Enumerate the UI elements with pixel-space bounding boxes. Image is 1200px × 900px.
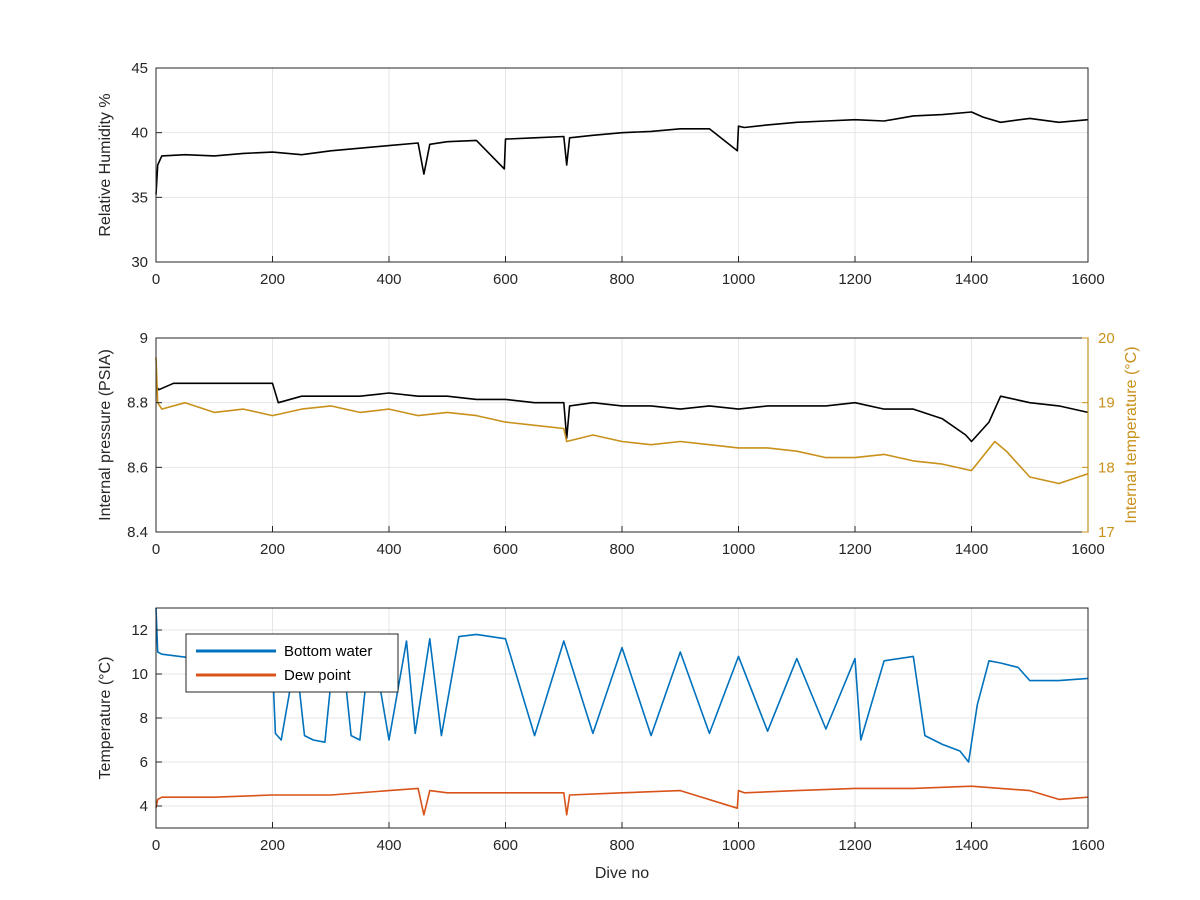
x-tick-label: 1600 [1071, 541, 1104, 558]
legend-label-bottom-water: Bottom water [284, 643, 372, 660]
x-tick-label: 1400 [955, 541, 988, 558]
temperature-y-ticks: 4 6 8 10 12 [131, 622, 162, 815]
x-tick-label: 1000 [722, 271, 755, 288]
legend-box [185, 633, 399, 693]
x-tick-label: 1200 [838, 837, 871, 854]
x-tick-label: 400 [376, 271, 401, 288]
x-tick-label: 400 [376, 837, 401, 854]
pressure-series [155, 357, 1089, 485]
panel-temperature: 0 200 400 600 800 1000 1200 1400 1600 4 6 8 10 12 Te… [97, 607, 1105, 882]
temperature-series [155, 607, 1089, 816]
y-tick-label: 12 [131, 622, 148, 639]
y2-tick-label: 17 [1098, 524, 1115, 541]
y-tick-label: 4 [140, 798, 148, 815]
y-tick-label: 8.4 [127, 524, 148, 541]
temperature-x-ticks: 0 200 400 600 800 1000 1200 1400 1600 [152, 822, 1105, 854]
x-tick-label: 600 [493, 271, 518, 288]
x-tick-label: 1400 [955, 837, 988, 854]
x-tick-label: 1600 [1071, 271, 1104, 288]
y-tick-label: 8 [140, 710, 148, 727]
series-1-line [155, 357, 1089, 485]
y-tick-label: 9 [140, 330, 148, 347]
x-tick-label: 1200 [838, 541, 871, 558]
x-tick-label: 1200 [838, 271, 871, 288]
pressure-y2-ticks: 17 18 19 20 [1082, 330, 1115, 541]
bottom-water-line [155, 607, 1089, 763]
dive-no-x-axis-label: Dive no [595, 865, 649, 882]
x-tick-label: 0 [152, 271, 160, 288]
y-tick-label: 30 [131, 254, 148, 271]
y-tick-label: 6 [140, 754, 148, 771]
y2-tick-label: 19 [1098, 395, 1115, 412]
y-tick-label: 8.6 [127, 459, 148, 476]
panel-pressure: 0 200 400 600 800 1000 1200 1400 1600 8.4 8.6 8.8 9… [97, 330, 1140, 558]
y2-tick-label: 18 [1098, 459, 1115, 476]
panel-humidity: 0 200 400 600 800 1000 1200 1400 1600 30 35 40 45 R… [97, 60, 1105, 288]
x-tick-label: 200 [260, 271, 285, 288]
humidity-x-ticks: 0 200 400 600 800 1000 1200 1400 1600 [152, 256, 1105, 288]
y-tick-label: 10 [131, 666, 148, 683]
x-tick-label: 800 [609, 271, 634, 288]
temperature-y-axis-label: Temperature (°C) [97, 657, 114, 780]
y2-tick-label: 20 [1098, 330, 1115, 347]
y-tick-label: 8.8 [127, 395, 148, 412]
series-0-line [155, 382, 1089, 443]
x-tick-label: 200 [260, 837, 285, 854]
x-tick-label: 0 [152, 541, 160, 558]
pressure-y-axis-label: Internal pressure (PSIA) [97, 349, 114, 521]
x-tick-label: 600 [493, 837, 518, 854]
x-tick-label: 1400 [955, 271, 988, 288]
dew-point-line [155, 785, 1089, 816]
temperature-y2-axis-label: Internal temperature (°C) [1123, 346, 1140, 523]
humidity-series [155, 111, 1089, 195]
series-0-line [155, 111, 1089, 195]
x-tick-label: 0 [152, 837, 160, 854]
y-tick-label: 35 [131, 189, 148, 206]
x-tick-label: 1000 [722, 837, 755, 854]
humidity-y-ticks: 30 35 40 45 [131, 60, 162, 271]
x-tick-label: 1600 [1071, 837, 1104, 854]
pressure-x-ticks: 0 200 400 600 800 1000 1200 1400 1600 [152, 526, 1105, 558]
pressure-y-ticks: 8.4 8.6 8.8 9 [127, 330, 162, 541]
x-tick-label: 600 [493, 541, 518, 558]
y-tick-label: 40 [131, 125, 148, 142]
legend-label-dew-point: Dew point [284, 667, 352, 684]
y-tick-label: 45 [131, 60, 148, 77]
x-tick-label: 200 [260, 541, 285, 558]
x-tick-label: 400 [376, 541, 401, 558]
humidity-y-axis-label: Relative Humidity % [97, 93, 114, 236]
x-tick-label: 800 [609, 541, 634, 558]
x-tick-label: 1000 [722, 541, 755, 558]
x-tick-label: 800 [609, 837, 634, 854]
legend: Bottom water Dew point [185, 633, 399, 693]
